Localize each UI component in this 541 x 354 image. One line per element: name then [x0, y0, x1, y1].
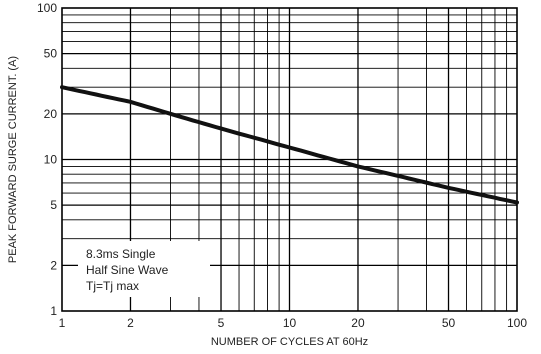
y-tick-label: 50: [44, 47, 58, 61]
x-tick-label: 100: [507, 316, 527, 330]
annotation-box: 8.3ms Single Half Sine Wave Tj=Tj max: [78, 241, 210, 297]
y-tick-label: 5: [50, 198, 57, 212]
x-axis-title: NUMBER OF CYCLES AT 60Hz: [211, 336, 368, 348]
x-tick-labels: 1 2 5 10 20 50 100: [59, 316, 528, 330]
y-tick-labels: 1 2 5 10 20 50 100: [37, 1, 57, 318]
y-axis-title: PEAK FORWARD SURGE CURRENT. (A): [7, 56, 19, 263]
series-line: [60, 85, 519, 205]
annotation-line-2: Half Sine Wave: [86, 263, 169, 277]
series-layer: [60, 85, 519, 205]
y-tick-label: 10: [44, 153, 58, 167]
y-tick-label: 100: [37, 1, 57, 15]
annotation-line-1: 8.3ms Single: [86, 247, 156, 261]
grid: [62, 8, 517, 311]
x-tick-label: 50: [442, 316, 456, 330]
x-tick-label: 10: [283, 316, 297, 330]
y-tick-label: 20: [44, 107, 58, 121]
annotation-line-3: Tj=Tj max: [86, 279, 139, 293]
x-tick-label: 5: [218, 316, 225, 330]
x-tick-label: 2: [127, 316, 134, 330]
x-tick-label: 1: [59, 316, 66, 330]
y-tick-label: 2: [50, 258, 57, 272]
y-tick-label: 1: [50, 304, 57, 318]
x-tick-label: 20: [351, 316, 365, 330]
plot-frame: [61, 7, 518, 312]
annotation-background: [78, 241, 210, 297]
